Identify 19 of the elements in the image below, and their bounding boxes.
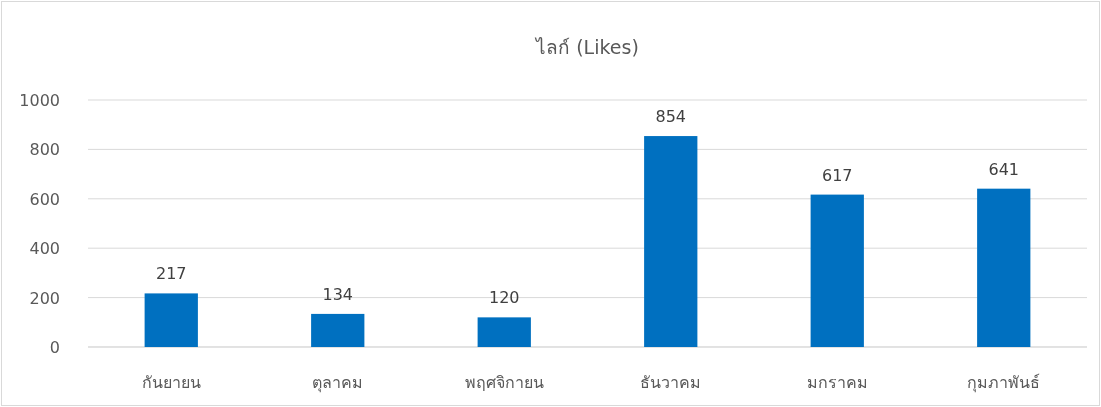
data-label: 641 bbox=[988, 159, 1020, 179]
x-tick-label: กันยายน bbox=[141, 373, 201, 392]
y-tick-label: 0 bbox=[49, 338, 60, 357]
y-tick-label: 200 bbox=[29, 288, 60, 308]
y-tick-label: 1000 bbox=[19, 91, 60, 110]
y-tick-label: 400 bbox=[29, 239, 60, 259]
data-label: 617 bbox=[821, 165, 853, 185]
y-tick-label: 600 bbox=[29, 189, 60, 209]
x-tick-label: กุมภาพันธ์ bbox=[967, 373, 1041, 393]
chart-title: ไลก์ (Likes) bbox=[534, 36, 639, 58]
data-label: 217 bbox=[155, 264, 187, 284]
data-label: 854 bbox=[655, 107, 687, 127]
data-label: 134 bbox=[322, 284, 354, 304]
data-label: 120 bbox=[488, 288, 520, 308]
x-tick-label: มกราคม bbox=[806, 373, 868, 392]
x-tick-label: พฤศจิกายน bbox=[464, 373, 544, 392]
y-tick-label: 800 bbox=[29, 140, 60, 160]
x-tick-label: ธันวาคม bbox=[640, 373, 702, 392]
x-tick-label: ตุลาคม bbox=[312, 373, 364, 393]
